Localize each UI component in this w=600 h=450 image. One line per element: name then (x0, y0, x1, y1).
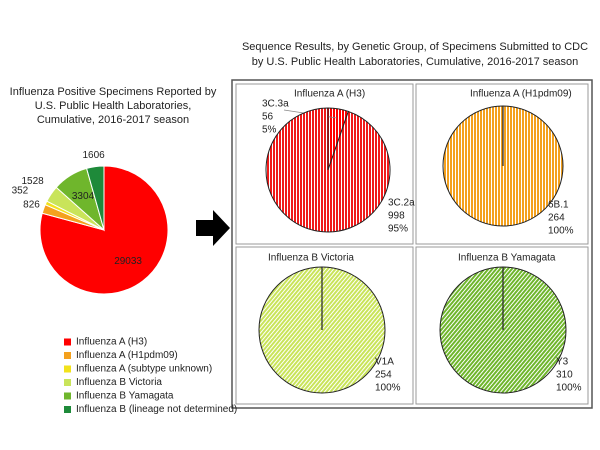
pie-slice (265, 107, 391, 233)
data-label: 254 (375, 370, 392, 381)
sequence-title: by U.S. Public Health Laboratories, Cumu… (252, 56, 579, 68)
pie-slice (85, 165, 105, 231)
panel-frame (231, 79, 593, 409)
legend-label: Influenza A (H1pdm09) (76, 350, 178, 361)
legend-swatch (64, 379, 71, 386)
percent-label: 100% (556, 383, 582, 394)
percent-label: 100% (548, 226, 574, 237)
chart-title: Cumulative, 2016-2017 season (37, 114, 189, 126)
legend-label: Influenza A (subtype unknown) (76, 364, 212, 375)
panel-title: Influenza B Victoria (268, 253, 354, 264)
panel-title: Influenza A (H1pdm09) (470, 89, 572, 100)
data-label: 1528 (21, 176, 44, 187)
chart-title: U.S. Public Health Laboratories, (35, 100, 192, 112)
data-label: 310 (556, 370, 573, 381)
arrow (196, 210, 230, 246)
percent-label: 95% (388, 224, 408, 235)
legend-swatch (64, 406, 71, 413)
category-label: Y3 (556, 357, 569, 368)
data-label: 56 (262, 112, 274, 123)
data-label: 352 (12, 185, 29, 196)
category-label: V1A (375, 357, 394, 368)
panel-title: Influenza A (H3) (294, 89, 365, 100)
legend-label: Influenza B Victoria (76, 377, 162, 388)
category-label: 3C.3a (262, 99, 289, 110)
percent-label: 5% (262, 125, 277, 136)
data-label: 998 (388, 211, 405, 222)
sequence-title: Sequence Results, by Genetic Group, of S… (242, 41, 588, 53)
legend-swatch (64, 338, 71, 346)
legend-label: Influenza A (H3) (76, 337, 147, 348)
chart-title: Influenza Positive Specimens Reported by (10, 86, 217, 98)
legend-swatch (64, 365, 71, 373)
percent-label: 100% (375, 383, 401, 394)
legend-label: Influenza B Yamagata (76, 391, 174, 402)
legend-swatch (64, 392, 71, 400)
data-label: 826 (23, 199, 40, 210)
data-label: 3304 (72, 191, 95, 202)
legend-swatch (64, 352, 71, 359)
legend-label: Influenza B (lineage not determined) (76, 404, 237, 415)
category-label: 6B.1 (548, 200, 569, 211)
data-label: 1606 (83, 150, 106, 161)
panel-title: Influenza B Yamagata (458, 253, 556, 264)
category-label: 3C.2a (388, 198, 415, 209)
data-label: 29033 (114, 256, 142, 267)
data-label: 264 (548, 213, 565, 224)
